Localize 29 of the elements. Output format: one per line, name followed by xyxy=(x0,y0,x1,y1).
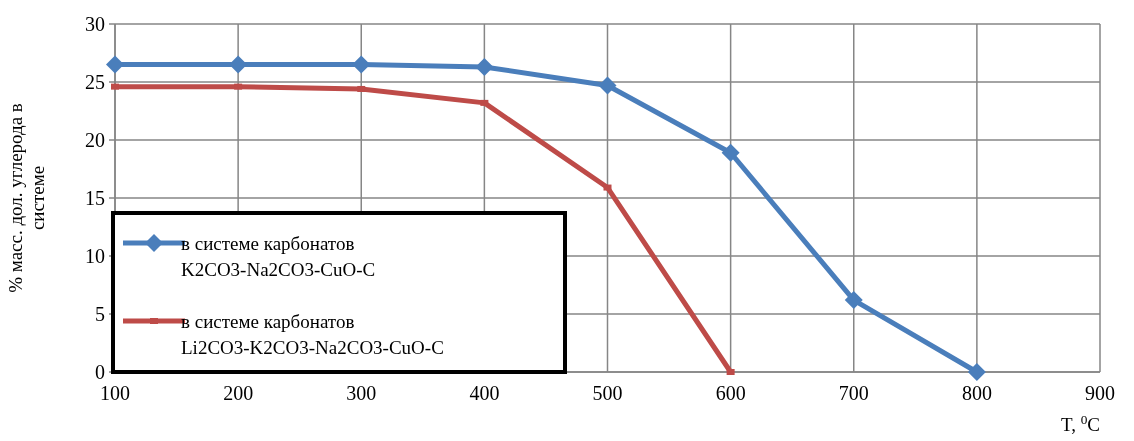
y-axis-title: % масс. дол. углерода в системе xyxy=(5,103,48,293)
x-tick-label: 900 xyxy=(1085,382,1115,404)
y-tick-label: 10 xyxy=(85,245,105,267)
point xyxy=(598,76,617,95)
y-tick-label: 30 xyxy=(85,13,105,35)
legend-label: в системе карбонатов K2CO3-Na2CO3-CuO-C xyxy=(181,233,376,280)
point xyxy=(603,184,612,191)
x-tick-label: 100 xyxy=(100,382,130,404)
y-tick-label: 5 xyxy=(95,303,105,325)
point xyxy=(480,99,489,106)
x-tick-label: 400 xyxy=(469,382,500,404)
point xyxy=(475,57,494,76)
x-tick-label: 600 xyxy=(715,382,746,404)
x-tick-label: 700 xyxy=(838,382,869,404)
point xyxy=(844,291,863,310)
legend-label: в системе карбонатов Li2CO3-K2CO3-Na2CO3-CuO-C xyxy=(181,311,444,358)
y-tick-label: 20 xyxy=(85,129,105,151)
x-tick-label: 300 xyxy=(346,382,377,404)
x-tick-label: 200 xyxy=(223,382,254,404)
y-tick-label: 0 xyxy=(95,361,105,383)
point xyxy=(111,83,119,90)
y-tick-label: 25 xyxy=(85,71,105,93)
x-tick-label: 800 xyxy=(961,382,992,404)
x-tick-label: 500 xyxy=(592,382,623,404)
y-tick-label: 15 xyxy=(85,187,105,209)
point xyxy=(721,143,740,162)
x-axis-title: T, $^{0}$C xyxy=(1060,411,1100,435)
point xyxy=(967,363,986,381)
point xyxy=(106,55,124,74)
